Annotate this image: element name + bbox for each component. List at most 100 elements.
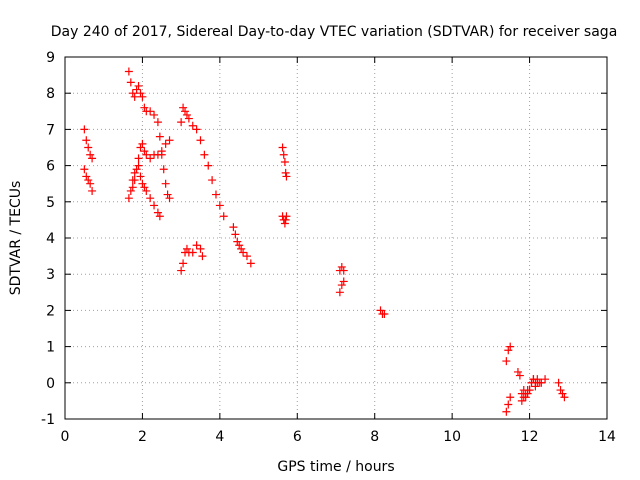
data-point [192,241,201,250]
data-point [165,136,174,145]
data-point [140,183,149,192]
data-point [242,252,251,261]
data-points [80,67,569,416]
data-point [140,103,149,112]
data-point [188,121,197,130]
data-point [126,186,135,195]
data-point [177,266,186,275]
x-tick-label: 14 [598,429,616,445]
data-point [521,393,530,402]
data-point [130,176,139,185]
data-point [161,139,170,148]
y-tick-label: 7 [46,122,55,138]
data-point [560,393,569,402]
data-point [134,161,143,170]
data-point [134,154,143,163]
ticks [64,56,608,420]
data-point [80,165,89,174]
data-point [239,248,248,257]
data-point [376,306,385,315]
x-axis-label: GPS time / hours [277,459,394,475]
data-point [130,92,139,101]
y-axis-label: SDTVAR / TECUs [8,181,24,296]
data-point [506,342,515,351]
data-point [155,132,164,141]
data-point [146,154,155,163]
data-point [155,212,164,221]
data-point [280,157,289,166]
data-point [380,310,389,319]
y-tick-labels: -1 0 1 2 3 4 5 6 7 8 9 [41,50,55,428]
data-point [337,281,346,290]
data-point [188,248,197,257]
data-point [179,259,188,268]
data-point [140,147,149,156]
data-point [196,136,205,145]
data-point [204,161,213,170]
data-point [279,150,288,159]
data-point [281,168,290,177]
data-point [124,194,133,203]
data-point [84,143,93,152]
data-point [128,183,137,192]
data-point [537,378,546,387]
x-tick-label: 6 [293,429,302,445]
data-point [153,118,162,127]
data-point [182,244,191,253]
data-point [163,190,172,199]
data-point [184,114,193,123]
data-point [138,139,147,148]
data-point [517,396,526,405]
data-point [153,150,162,159]
data-point [82,136,91,145]
data-point [541,375,550,384]
grid [65,57,607,419]
data-point [159,165,168,174]
data-point [165,194,174,203]
data-point [88,154,97,163]
data-point [506,393,515,402]
x-tick-label: 10 [443,429,461,445]
data-point [211,190,220,199]
data-point [246,259,255,268]
data-point [281,215,290,224]
data-point [280,219,289,228]
data-point [181,107,190,116]
data-point [161,179,170,188]
data-point [134,81,143,90]
data-point [339,266,348,275]
data-point [339,277,348,286]
data-point [233,237,242,246]
data-point [513,367,522,376]
y-tick-label: 9 [46,50,55,66]
x-tick-label: 4 [215,429,224,445]
data-point [335,288,344,297]
data-point [200,150,209,159]
data-point [208,176,217,185]
data-point [138,179,147,188]
data-point [126,78,135,87]
x-tick-label: 12 [521,429,539,445]
data-point [138,92,147,101]
data-point [229,223,238,232]
data-point [502,407,511,416]
data-point [88,186,97,195]
data-point [525,386,534,395]
data-point [182,110,191,119]
data-point [86,179,95,188]
data-point [142,186,151,195]
data-point [504,346,513,355]
data-point [130,168,139,177]
data-point [124,67,133,76]
data-point [529,375,538,384]
data-point [146,194,155,203]
x-tick-label: 8 [370,429,379,445]
data-point [196,244,205,253]
data-point [86,150,95,159]
data-point [142,150,151,159]
data-point [150,201,159,210]
data-point [136,143,145,152]
y-tick-label: 2 [46,303,55,319]
y-tick-label: 8 [46,86,55,102]
y-tick-label: 5 [46,195,55,211]
